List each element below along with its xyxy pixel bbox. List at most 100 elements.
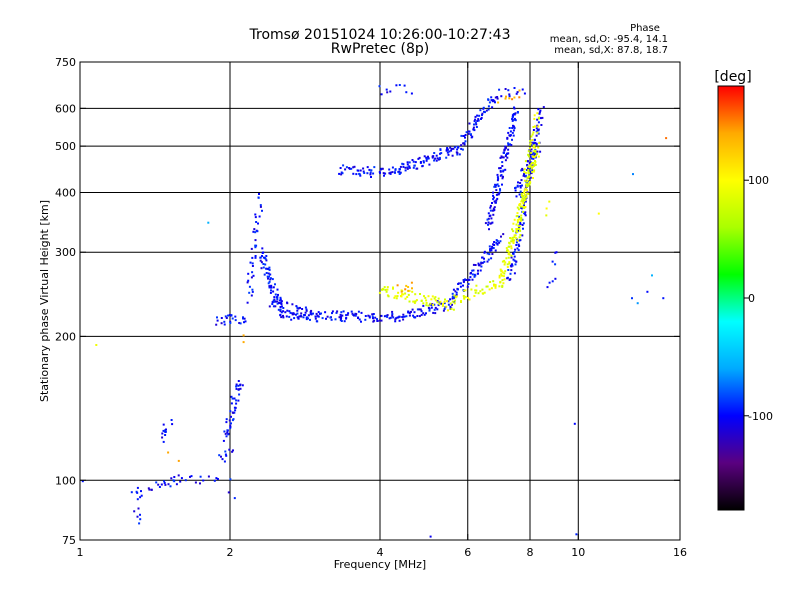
data-point [371,313,374,316]
data-point [304,311,307,314]
data-point [406,296,409,298]
data-point [282,307,285,309]
data-point [136,486,139,489]
data-point [519,221,522,224]
data-point [458,153,461,156]
data-point [251,265,254,267]
data-point [394,318,397,321]
data-point [223,323,226,326]
data-point [136,515,139,518]
data-point [523,193,526,196]
data-point [253,228,256,231]
data-point [305,316,308,319]
data-point [413,311,416,314]
data-point [335,311,338,314]
data-point [551,280,554,283]
data-point [227,433,230,436]
data-point [434,312,437,315]
data-point [136,498,139,501]
data-point [148,488,151,491]
data-point [267,268,270,270]
data-point [502,175,504,178]
data-point [523,204,525,207]
data-point [279,310,282,313]
data-point [498,274,501,277]
data-point [517,181,519,184]
data-point [393,171,396,174]
data-point [406,163,409,166]
data-point [529,176,532,179]
data-point [237,380,240,382]
data-point [239,322,242,325]
data-point [554,251,557,254]
data-point [519,229,522,232]
data-point [455,291,458,294]
data-point [268,268,271,271]
data-point [520,214,523,217]
data-point [445,305,448,308]
data-point [523,196,526,199]
data-point [497,193,500,196]
data-point [422,160,425,163]
data-point [140,490,142,493]
data-point [381,288,383,291]
data-point [385,290,388,293]
data-point [223,320,226,323]
data-point [207,221,210,224]
data-point [435,159,438,162]
data-point [425,302,428,304]
data-point [341,172,344,175]
data-point [438,156,441,159]
data-point [534,149,537,152]
data-point [483,260,486,263]
data-point [508,245,511,248]
data-point [254,246,257,249]
data-point [530,148,533,151]
data-point [460,134,463,137]
x-tick-label: 6 [464,546,471,559]
data-point [518,203,521,206]
data-point [453,146,456,149]
data-point [403,315,406,318]
data-point [276,298,279,300]
data-point [519,185,522,187]
data-point [519,186,522,189]
data-point [489,222,492,225]
data-point [376,320,379,322]
data-point [410,92,413,95]
data-point [167,451,170,454]
data-point [417,157,420,160]
data-point [496,96,499,98]
data-point [515,92,518,95]
data-point [504,145,507,148]
data-point [422,161,425,164]
data-point [395,317,398,320]
data-point [177,474,180,477]
data-point [413,301,416,304]
data-point [234,409,237,412]
data-point [463,142,466,145]
data-point [535,127,538,130]
data-point [369,173,372,176]
data-point [358,173,361,176]
y-tick-label: 75 [62,534,76,547]
data-point [522,174,525,177]
data-point [269,286,272,289]
data-point [477,269,479,272]
data-point [482,106,485,109]
data-point [531,155,534,158]
data-point [514,189,517,192]
data-point [466,285,469,288]
data-point [524,214,527,217]
data-point [488,245,491,248]
data-point [528,161,531,164]
data-point [529,161,532,164]
data-point [251,290,254,293]
x-axis-label: Frequency [MHz] [334,558,426,571]
data-point [440,152,443,155]
data-point [221,458,224,461]
data-point [439,300,442,303]
data-point [513,127,516,130]
data-point [164,434,167,436]
